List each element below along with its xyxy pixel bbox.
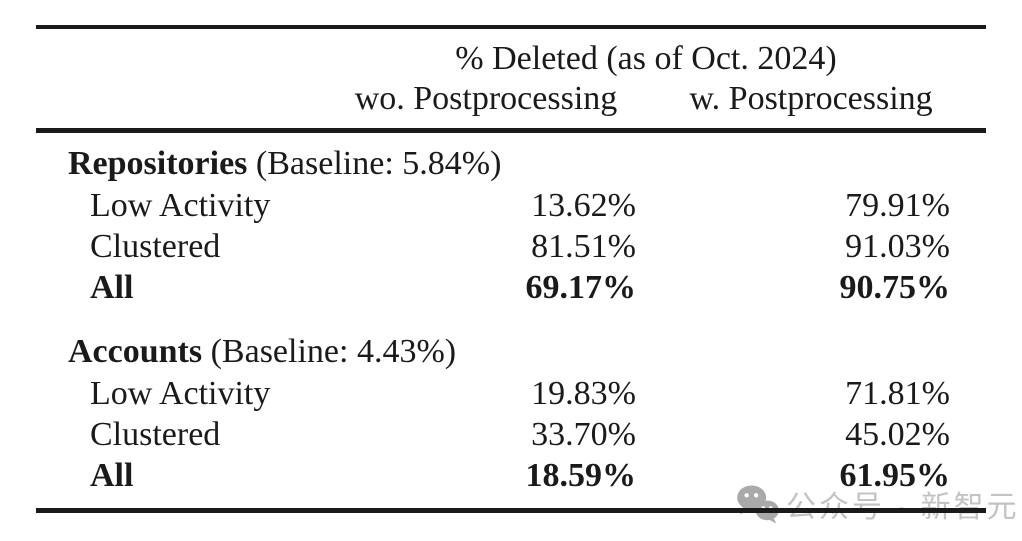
section-name: Accounts [68, 333, 203, 370]
watermark: 公众号 · 新智元 [736, 478, 1020, 529]
row-label: Clustered [90, 416, 221, 453]
section-baseline: (Baseline: 5.84%) [255, 145, 502, 182]
table-row: Low Activity 19.83% 71.81% [36, 373, 986, 414]
value-w-postprocessing: 91.03% [845, 228, 950, 265]
section-header-repositories: Repositories (Baseline: 5.84%) [36, 143, 986, 185]
column-header-wo-postprocessing: wo. Postprocessing [354, 80, 618, 117]
value-wo-postprocessing: 81.51% [531, 228, 636, 265]
table-header-rule [36, 128, 986, 133]
watermark-text: 公众号 · 新智元 [786, 490, 1020, 524]
table-row: Low Activity 13.62% 79.91% [36, 185, 986, 226]
row-label: Low Activity [90, 375, 271, 412]
section-header-accounts: Accounts (Baseline: 4.43%) [36, 331, 986, 373]
table-bottom-rule [36, 508, 986, 513]
value-wo-postprocessing: 33.70% [531, 416, 636, 453]
table-top-rule [36, 25, 986, 29]
value-wo-postprocessing: 69.17% [525, 269, 637, 306]
table-row: Clustered 33.70% 45.02% [36, 414, 986, 455]
value-w-postprocessing: 45.02% [845, 416, 950, 453]
value-w-postprocessing: 61.95% [839, 457, 951, 494]
column-header-w-postprocessing: w. Postprocessing [689, 80, 933, 117]
section-name: Repositories [68, 145, 248, 182]
value-wo-postprocessing: 13.62% [531, 187, 636, 224]
header-spacer [36, 79, 336, 119]
row-label: All [90, 457, 134, 494]
value-wo-postprocessing: 19.83% [531, 375, 636, 412]
value-w-postprocessing: 79.91% [845, 187, 950, 224]
row-label: Low Activity [90, 187, 271, 224]
section-baseline: (Baseline: 4.43%) [210, 333, 457, 370]
value-w-postprocessing: 71.81% [845, 375, 950, 412]
row-label: All [90, 269, 134, 306]
table-row: Clustered 81.51% 91.03% [36, 226, 986, 267]
table-row-all: All 18.59% 61.95% [36, 455, 986, 496]
table-header: % Deleted (as of Oct. 2024) wo. Postproc… [36, 29, 986, 128]
table-row-all: All 69.17% 90.75% [36, 267, 986, 308]
value-wo-postprocessing: 18.59% [525, 457, 637, 494]
value-w-postprocessing: 90.75% [839, 269, 951, 306]
row-label: Clustered [90, 228, 221, 265]
results-table: % Deleted (as of Oct. 2024) wo. Postproc… [36, 25, 986, 513]
column-group-title: % Deleted (as of Oct. 2024) [455, 40, 837, 77]
